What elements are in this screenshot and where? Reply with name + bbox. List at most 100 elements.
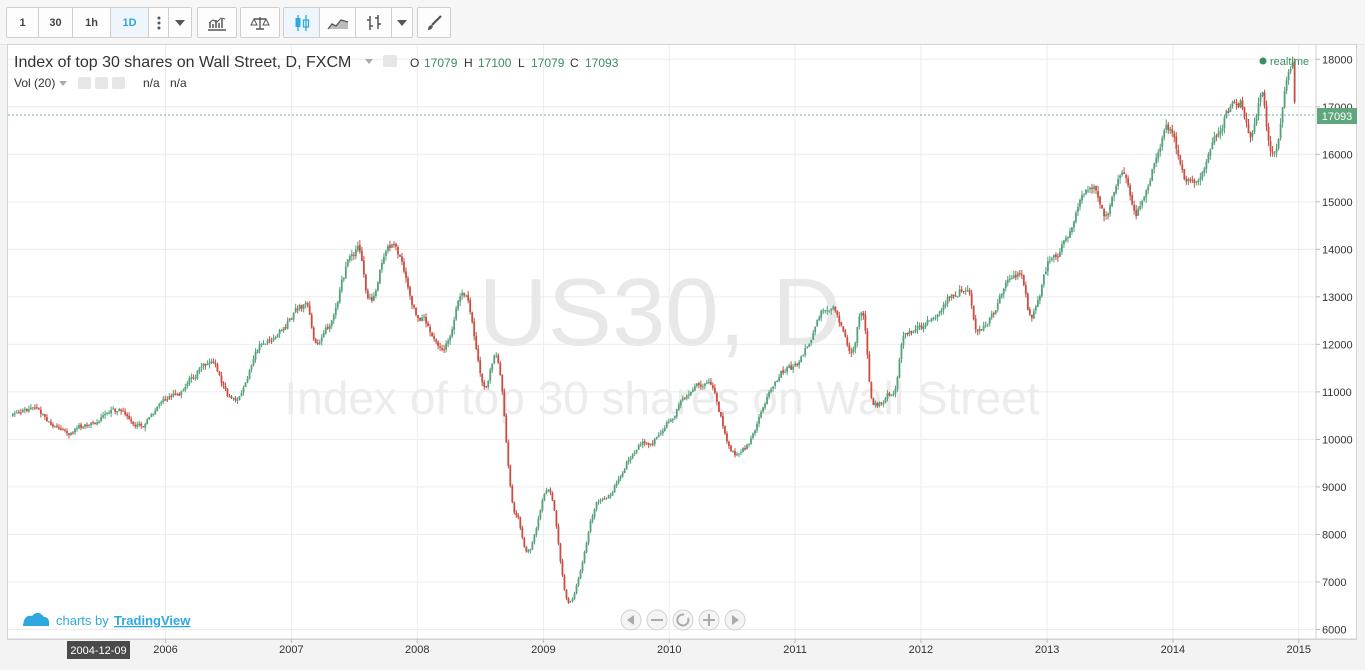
candle-body [1105,214,1107,217]
scroll-right-button[interactable] [724,609,746,631]
candle-body [286,321,289,329]
area-chart-icon[interactable] [320,8,356,37]
scroll-left-button[interactable] [620,609,642,631]
candle-body [563,575,566,590]
candle-body [517,515,520,518]
candle-body [461,292,464,296]
candle-body [537,518,540,529]
price-axis[interactable]: 6000 7000 8000 9000 10000 11000 12000 13000 1400… [1316,54,1353,636]
volume-close-icon[interactable] [112,77,125,89]
candle-body [391,244,393,248]
candle-body [669,419,672,422]
candle-body [254,352,257,360]
candle-body [471,312,474,323]
time-axis[interactable]: 2006 2007 2008 2009 2010 2011 2012 2013 2014 2015 [153,639,1311,656]
candle-body [326,327,329,329]
candle-body [453,319,456,330]
candle-body [794,363,797,366]
candle-body [1291,61,1294,68]
zoom-in-button[interactable] [698,609,720,631]
candle-body [1283,91,1286,108]
candle-body [776,380,778,382]
candle-body [834,307,837,311]
branding[interactable]: charts by TradingView [23,612,191,628]
candle-body [848,345,851,352]
candle-body [27,409,30,412]
interval-1-button[interactable]: 1 [7,8,39,37]
candle-body [186,383,189,387]
candle-body [1065,237,1067,241]
price-tick-label: 10000 [1322,434,1353,446]
interval-30-button[interactable]: 30 [39,8,73,37]
reset-button[interactable] [672,609,694,631]
candle-body [98,421,100,424]
symbol-dropdown-icon[interactable] [365,59,373,64]
candle-body [982,325,985,330]
candle-body [258,344,261,351]
candle-body [300,305,303,309]
candle-body [1034,306,1037,311]
candle-body [1046,261,1049,272]
candle-body [707,381,710,383]
candle-body [816,319,819,327]
interval-1h-button[interactable]: 1h [73,8,111,37]
candle-body [270,340,273,342]
realtime-label: realtime [1270,56,1309,68]
chart-style-dropdown-icon[interactable] [392,8,412,37]
candle-body [493,355,496,364]
zoom-out-button[interactable] [646,609,668,631]
candle-body [1083,194,1085,196]
candle-body [90,422,92,426]
candle-body [718,401,720,413]
candle-body [846,337,849,346]
candle-body [230,396,233,398]
candle-body [204,364,207,366]
candle-body [601,498,604,500]
volume-visibility-icon[interactable] [78,77,91,89]
candle-body [1123,172,1126,175]
bars-icon[interactable] [356,8,392,37]
candle-body [892,393,895,396]
candle-body [411,296,413,305]
candle-body [734,450,736,456]
candle-body [1141,201,1144,206]
candle-body [864,314,867,331]
candle-body [1261,92,1264,96]
candle-body [571,598,574,601]
legend-settings-icon[interactable] [383,55,397,67]
candle-body [1012,275,1015,278]
candle-body [102,415,104,418]
candle-body [988,317,991,324]
candle-body [1073,221,1075,228]
brush-icon[interactable] [418,8,450,37]
candle-body [334,307,337,315]
candles-icon[interactable] [284,8,320,37]
candle-body [804,348,807,356]
candle-body [902,335,905,345]
candle-body [1059,251,1061,257]
candle-body [330,320,333,326]
candle-body [256,349,259,353]
candle-body [1028,309,1031,315]
candle-body [639,444,642,446]
more-intervals-icon[interactable] [149,8,169,37]
indicators-icon[interactable] [198,8,236,37]
candle-body [559,543,562,562]
candle-body [1205,161,1208,170]
interval-1d-button[interactable]: 1D [111,8,149,37]
time-tick-label: 2013 [1035,644,1059,656]
volume-dropdown-icon[interactable] [59,81,67,86]
candle-body [1137,208,1140,216]
candle-body [60,428,62,430]
volume-settings-icon[interactable] [95,77,108,89]
candle-body [695,383,698,387]
interval-dropdown-icon[interactable] [169,8,191,37]
candle-body [525,546,528,552]
candle-body [282,327,285,331]
tradingview-link[interactable]: TradingView [114,613,191,628]
candle-body [481,373,484,383]
candle-body [720,412,722,417]
candle-body [350,254,353,257]
compare-scale-icon[interactable] [241,8,279,37]
